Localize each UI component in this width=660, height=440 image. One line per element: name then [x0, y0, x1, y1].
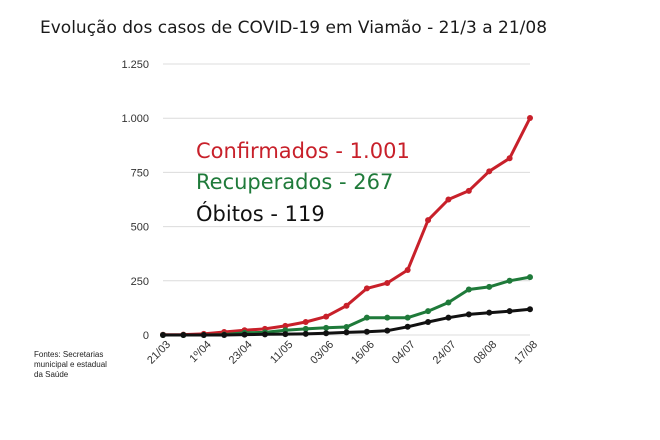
data-point-óbitos [241, 331, 248, 338]
x-tick-label: 16/06 [349, 339, 377, 367]
data-point-óbitos [221, 332, 228, 338]
data-point-recuperados [404, 314, 411, 321]
data-point-recuperados [445, 299, 452, 306]
y-tick-label: 1.000 [121, 113, 149, 125]
data-point-recuperados [384, 314, 391, 321]
y-tick-label: 250 [131, 276, 149, 288]
data-point-recuperados [465, 286, 472, 293]
y-tick-label: 1.250 [121, 59, 149, 71]
data-point-óbitos [384, 327, 391, 334]
data-point-confirmados [323, 313, 330, 320]
data-point-óbitos [180, 332, 187, 338]
data-point-confirmados [486, 168, 493, 175]
data-point-óbitos [527, 306, 533, 313]
sources-line-3: da Saúde [34, 370, 69, 379]
data-point-confirmados [465, 187, 472, 194]
data-point-óbitos [282, 331, 289, 338]
x-tick-label: 21/03 [145, 339, 173, 367]
data-point-óbitos [425, 318, 432, 325]
data-point-confirmados [384, 279, 391, 286]
sources-note: Fontes: Secretarias municipal e estadual… [34, 350, 107, 380]
x-tick-label: 17/08 [512, 339, 540, 367]
data-point-recuperados [425, 308, 432, 315]
data-point-confirmados [527, 114, 533, 121]
y-tick-label: 500 [131, 222, 149, 234]
data-point-óbitos [302, 330, 309, 337]
x-tick-label: 11/05 [268, 339, 295, 366]
data-point-óbitos [506, 308, 513, 315]
data-point-confirmados [404, 266, 411, 273]
data-point-recuperados [506, 277, 513, 284]
data-point-óbitos [200, 332, 207, 338]
chart-title: Evolução dos casos de COVID-19 em Viamão… [40, 18, 548, 38]
data-point-recuperados [363, 314, 370, 321]
data-point-óbitos [363, 328, 370, 335]
data-point-recuperados [343, 323, 350, 330]
sources-line-2: municipal e estadual [34, 360, 107, 369]
x-tick-label: 24/07 [431, 339, 459, 367]
data-point-recuperados [323, 324, 330, 331]
data-point-recuperados [527, 274, 533, 281]
data-point-confirmados [445, 196, 452, 203]
data-point-óbitos [261, 331, 268, 338]
x-tick-label: 1º/04 [187, 339, 213, 365]
annotation-label: Recuperados - 267 [196, 170, 393, 194]
data-point-óbitos [343, 329, 350, 336]
data-point-óbitos [323, 330, 330, 337]
data-point-óbitos [465, 311, 472, 318]
data-point-óbitos [160, 332, 166, 338]
data-point-confirmados [425, 217, 432, 224]
annotation-label: Confirmados - 1.001 [196, 139, 410, 163]
y-tick-label: 750 [131, 167, 149, 179]
data-point-óbitos [404, 323, 411, 330]
y-tick-label: 0 [143, 330, 149, 342]
x-tick-label: 08/08 [471, 339, 499, 367]
data-point-confirmados [282, 322, 289, 329]
x-tick-label: 23/04 [227, 339, 255, 367]
sources-line-1: Fontes: Secretarias [34, 350, 104, 359]
data-point-recuperados [486, 283, 493, 290]
data-point-confirmados [363, 285, 370, 292]
data-point-confirmados [302, 318, 309, 325]
data-point-recuperados [302, 325, 309, 332]
x-tick-label: 04/07 [390, 339, 418, 367]
data-point-óbitos [486, 309, 493, 316]
data-point-óbitos [445, 314, 452, 321]
data-point-confirmados [506, 155, 513, 162]
data-point-confirmados [343, 302, 350, 309]
annotation-label: Óbitos - 119 [196, 201, 325, 226]
x-tick-label: 03/06 [308, 339, 336, 367]
